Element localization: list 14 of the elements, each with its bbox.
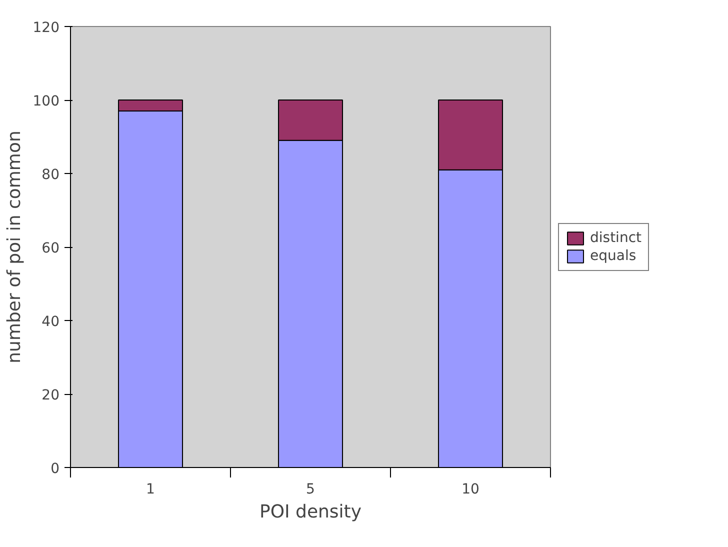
- y-tick-label: 0: [50, 461, 60, 477]
- y-tick-label: 120: [32, 20, 60, 36]
- y-tick-label: 80: [42, 167, 60, 183]
- x-tick-label: 5: [306, 482, 315, 498]
- y-axis-title: number of poi in common: [4, 130, 25, 364]
- x-tick-label: 10: [462, 482, 480, 498]
- x-axis-title: POI density: [259, 502, 362, 522]
- y-tick-label: 20: [42, 388, 60, 404]
- x-tick-label: 1: [146, 482, 155, 498]
- legend-label: equals: [590, 248, 636, 264]
- y-tick-label: 100: [32, 94, 60, 110]
- legend-label: distinct: [590, 230, 642, 246]
- y-tick-label: 60: [42, 240, 60, 256]
- y-tick-label: 40: [42, 314, 60, 330]
